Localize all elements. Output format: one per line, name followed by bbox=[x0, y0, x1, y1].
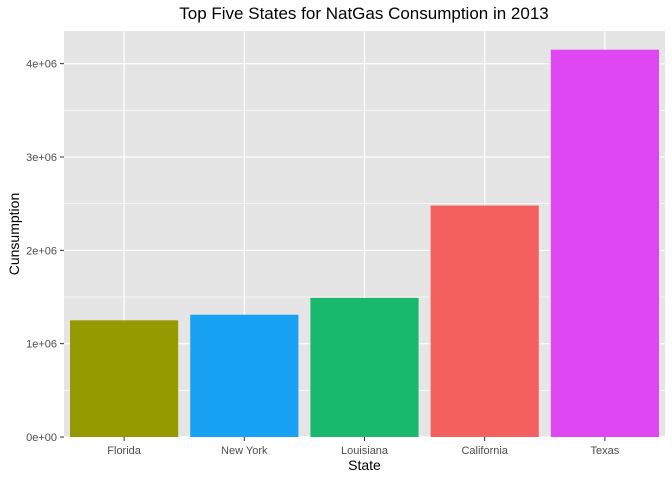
y-tick-label: 0e+00 bbox=[26, 432, 57, 444]
y-tick-label: 1e+06 bbox=[26, 339, 57, 351]
bar-louisiana bbox=[310, 297, 419, 437]
x-axis-title: State bbox=[348, 457, 381, 473]
x-tick-label: Texas bbox=[591, 445, 620, 457]
x-axis: Florida New York Louisiana California Texas bbox=[107, 437, 620, 457]
y-tick-label: 3e+06 bbox=[26, 152, 57, 164]
y-axis: 0e+00 1e+06 2e+06 3e+06 4e+06 bbox=[26, 59, 64, 444]
y-axis-title: Cunsumption bbox=[6, 193, 22, 276]
x-tick-label: Florida bbox=[107, 445, 142, 457]
x-tick-label: California bbox=[461, 445, 508, 457]
y-tick-label: 4e+06 bbox=[26, 59, 57, 71]
bar-florida bbox=[70, 320, 179, 437]
bars bbox=[70, 49, 659, 438]
x-tick-label: Louisiana bbox=[341, 445, 389, 457]
bar-new-york bbox=[190, 314, 299, 437]
x-tick-label: New York bbox=[221, 445, 268, 457]
bar-california bbox=[430, 205, 539, 437]
bar-texas bbox=[550, 49, 659, 438]
chart-title: Top Five States for NatGas Consumption i… bbox=[179, 4, 549, 23]
y-tick-label: 2e+06 bbox=[26, 245, 57, 257]
